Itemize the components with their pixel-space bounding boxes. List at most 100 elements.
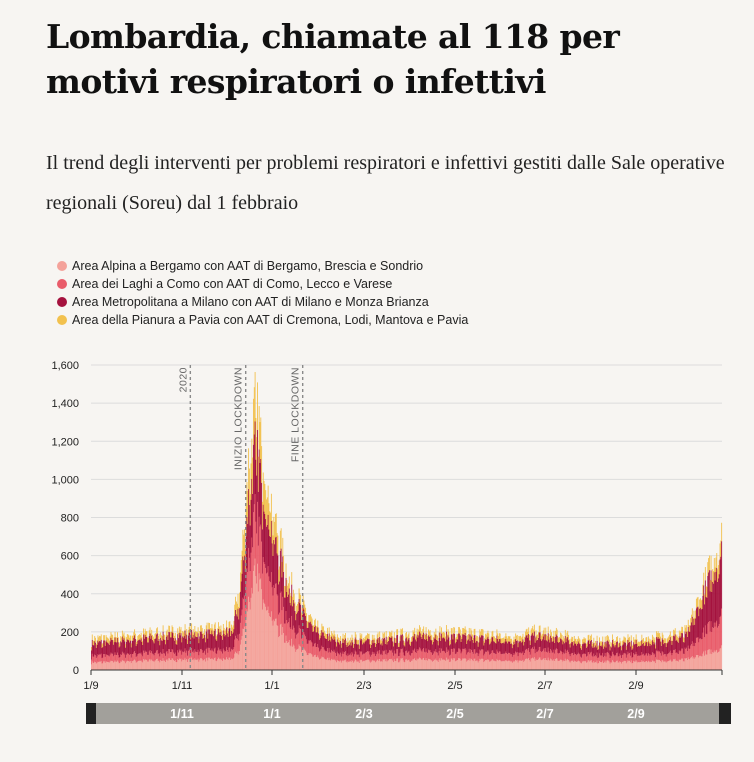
bar-segment (541, 640, 543, 653)
navigator-handle-left[interactable] (86, 703, 96, 724)
bar-segment (153, 655, 155, 662)
bar-segment (383, 659, 385, 670)
bar-segment (167, 634, 169, 640)
bar-segment (141, 661, 143, 670)
bar-segment (406, 641, 408, 653)
bar-segment (283, 623, 285, 643)
bar-segment (482, 635, 484, 650)
bar-segment (577, 636, 579, 642)
navigator-label: 1/11 (170, 707, 194, 721)
bar-segment (421, 651, 423, 660)
bar-segment (598, 663, 600, 670)
bar-segment (512, 655, 514, 662)
bar-segment (541, 652, 543, 661)
bar-segment (673, 630, 675, 637)
bar-segment (177, 634, 179, 651)
bar-segment (95, 642, 96, 656)
bar-segment (704, 594, 705, 605)
bar-segment (436, 652, 438, 661)
y-tick-label: 600 (61, 551, 79, 563)
bar-segment (458, 658, 460, 670)
bar-segment (280, 591, 282, 624)
bar-segment (340, 660, 342, 670)
bar-segment (100, 661, 102, 670)
bar-segment (586, 662, 587, 670)
bar-segment (200, 648, 202, 659)
bar-segment (439, 647, 441, 658)
bar-segment (652, 641, 654, 654)
bar-segment (226, 633, 228, 651)
navigator-handle-right[interactable] (719, 703, 731, 724)
legend-item-milano[interactable]: Area Metropolitana a Milano con AAT di M… (57, 293, 468, 311)
bar-segment (614, 647, 616, 657)
bar-segment (149, 658, 151, 670)
bar-segment (162, 649, 164, 659)
bar-segment (385, 649, 387, 659)
bar-segment (546, 660, 548, 670)
range-navigator[interactable]: 1/11 1/1 2/3 2/5 2/7 2/9 (86, 703, 731, 724)
bar-segment (674, 658, 676, 670)
bar-segment (311, 654, 313, 670)
bar-segment (210, 650, 212, 660)
bar-segment (296, 649, 298, 670)
bar-segment (187, 635, 189, 652)
bar-segment (373, 652, 375, 661)
bar-segment (422, 634, 424, 650)
bar-segment (105, 661, 107, 670)
bar-segment (677, 653, 679, 662)
bar-segment (578, 643, 580, 654)
bar-segment (461, 659, 463, 670)
bar-segment (653, 654, 655, 662)
bar-segment (524, 641, 526, 654)
bar-segment (269, 581, 271, 617)
bar-segment (655, 644, 657, 649)
bar-segment (166, 635, 168, 652)
bar-segment (509, 641, 511, 653)
bar-segment (225, 659, 227, 670)
bar-segment (320, 635, 322, 650)
bar-segment (698, 657, 700, 670)
bar-segment (509, 636, 511, 642)
bar-segment (402, 640, 404, 653)
legend-item-bergamo[interactable]: Area Alpina a Bergamo con AAT di Bergamo… (57, 257, 468, 275)
bar-segment (115, 642, 117, 655)
bar-segment (135, 662, 137, 670)
bar-segment (431, 660, 433, 670)
bar-segment (155, 633, 157, 639)
bar-segment (615, 661, 617, 670)
bar-segment (164, 653, 166, 661)
bar-segment (412, 630, 414, 636)
bar-segment (608, 641, 609, 653)
bar-segment (160, 652, 162, 661)
bar-segment (417, 650, 419, 660)
bar-segment (489, 638, 491, 644)
legend-item-pavia[interactable]: Area della Pianura a Pavia con AAT di Cr… (57, 311, 468, 329)
bar-segment (170, 659, 172, 670)
bar-segment (298, 588, 300, 599)
navigator-track[interactable] (86, 703, 731, 724)
bar-segment (526, 628, 528, 636)
bar-segment (449, 655, 451, 663)
bar-segment (335, 660, 337, 670)
bar-segment (119, 646, 121, 658)
bar-segment (655, 648, 657, 658)
bar-segment (396, 658, 398, 670)
bar-segment (407, 639, 409, 652)
bar-segment (288, 640, 290, 670)
bar-segment (669, 631, 671, 638)
bar-segment (481, 649, 482, 659)
bar-segment (485, 652, 487, 661)
bar-segment (365, 635, 367, 641)
bar-segment (568, 651, 570, 661)
bar-segment (102, 663, 104, 670)
bar-segment (132, 640, 134, 655)
legend-item-como[interactable]: Area dei Laghi a Como con AAT di Como, L… (57, 275, 468, 293)
bar-segment (215, 634, 217, 640)
bar-segment (393, 642, 394, 647)
bar-segment (694, 658, 696, 670)
bar-segment (411, 660, 413, 670)
bar-segment (488, 638, 490, 652)
bar-segment (645, 661, 647, 670)
bar-segment (461, 651, 463, 660)
bar-segment (152, 639, 153, 654)
